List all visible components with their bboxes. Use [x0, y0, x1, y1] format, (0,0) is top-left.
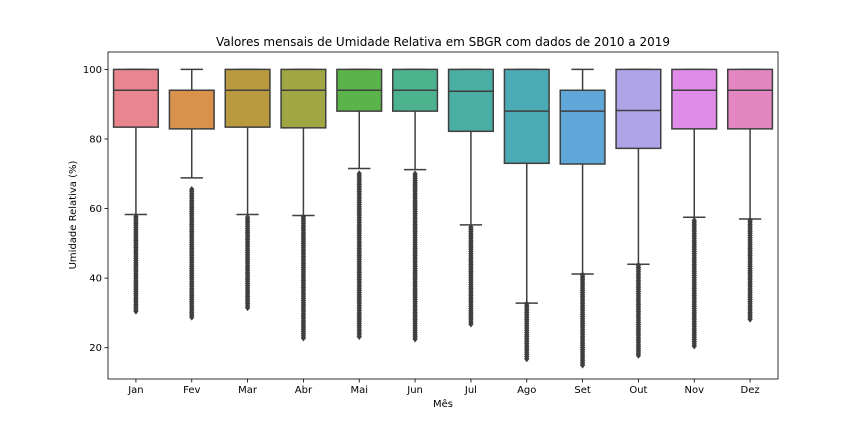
box-group-abr — [280, 68, 327, 342]
x-tick-label: Fev — [183, 385, 200, 396]
x-tick-label: Set — [574, 385, 591, 396]
x-tick-label: Nov — [684, 385, 704, 396]
box-abr — [280, 68, 327, 129]
x-tick-label: Mar — [238, 385, 258, 396]
box-fev — [168, 89, 215, 130]
box-ago — [503, 68, 550, 165]
x-tick-label: Jan — [127, 385, 143, 396]
box-group-nov — [671, 68, 718, 350]
box-dez — [727, 68, 774, 130]
x-tick-label: Ago — [517, 385, 536, 396]
outlier-point — [356, 170, 362, 178]
box-set — [559, 89, 606, 165]
box-group-jun — [392, 68, 439, 343]
x-axis-label: Mês — [433, 398, 453, 410]
x-tick-label: Jun — [406, 385, 423, 396]
box-jul — [447, 68, 495, 133]
box-group-jul — [447, 68, 495, 328]
box-group-ago — [503, 68, 550, 363]
box-group-mai — [336, 68, 383, 341]
plot-area — [112, 68, 774, 369]
box-jan — [112, 68, 160, 128]
box-group-out — [615, 68, 662, 359]
box-group-fev — [168, 68, 215, 321]
y-tick-label: 60 — [89, 204, 102, 215]
x-tick-label: Dez — [741, 385, 760, 396]
x-tick-label: Jul — [464, 385, 477, 396]
box-nov — [671, 68, 718, 130]
x-tick-label: Abr — [295, 385, 313, 396]
box-out — [615, 68, 662, 150]
outlier-point — [189, 185, 195, 194]
box-mar — [224, 68, 271, 128]
y-axis-label: Umidade Relativa (%) — [68, 161, 79, 270]
outlier-point — [691, 216, 697, 225]
box-group-mar — [224, 68, 271, 312]
outlier-point — [412, 170, 418, 178]
y-tick-label: 20 — [89, 343, 102, 354]
x-tick-label: Out — [629, 385, 647, 396]
axes: 20 40 60 80 100 Jan Fev Mar Abr Mai Jun Jul Ago Set Ou… — [83, 51, 779, 396]
y-tick-label: 40 — [89, 274, 102, 285]
axes-frame — [107, 51, 779, 380]
outlier-point — [244, 213, 251, 222]
box-group-dez — [727, 68, 774, 323]
y-tick-label: 80 — [89, 134, 102, 145]
box-group-set — [559, 68, 606, 369]
box-group-jan — [112, 68, 160, 315]
x-tick-label: Mai — [350, 385, 368, 396]
chart-title: Valores mensais de Umidade Relativa em S… — [216, 35, 670, 49]
y-tick-label: 100 — [83, 65, 102, 76]
